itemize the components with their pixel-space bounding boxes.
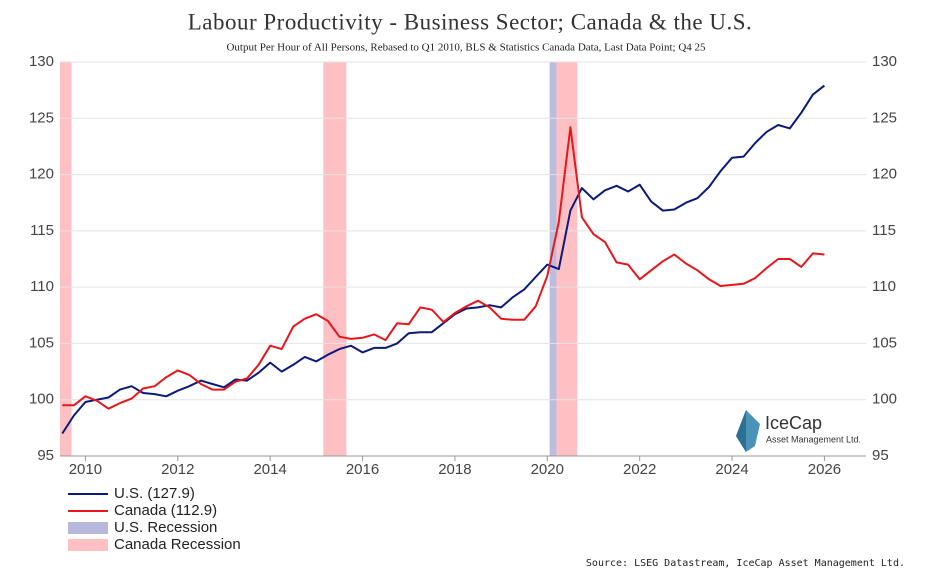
- x-tick-label: 2022: [623, 461, 656, 478]
- series-line: [61, 84, 826, 435]
- x-tick-label: 2024: [715, 461, 748, 478]
- y2-tick-label: 120: [872, 166, 897, 183]
- recession-band: [60, 62, 72, 456]
- x-tick-label: 2016: [346, 461, 379, 478]
- x-tick-label: 2010: [69, 461, 102, 478]
- series-line: [62, 126, 825, 410]
- x-tick-label: 2020: [531, 461, 564, 478]
- y-tick-label: 115: [30, 222, 54, 239]
- legend-label: U.S. Recession: [114, 519, 217, 536]
- legend-label: Canada (112.9): [114, 502, 217, 519]
- y-tick-label: 130: [29, 53, 54, 70]
- x-tick-label: 2012: [161, 461, 194, 478]
- recession-band: [323, 62, 347, 456]
- y-tick-label: 110: [30, 278, 54, 295]
- y-tick-label: 95: [37, 447, 54, 464]
- plot: [60, 61, 866, 461]
- y2-tick-label: 105: [872, 334, 897, 351]
- y2-tick-label: 110: [872, 278, 896, 295]
- y2-tick-label: 95: [872, 447, 889, 464]
- legend-label: Canada Recession: [114, 536, 241, 553]
- x-tick-label: 2026: [808, 461, 841, 478]
- legend-label: U.S. (127.9): [114, 485, 195, 502]
- y-tick-label: 100: [29, 391, 54, 408]
- logo-name: IceCap: [765, 413, 822, 433]
- y2-tick-label: 100: [872, 391, 897, 408]
- legend-swatch: [68, 522, 108, 534]
- logo-tagline: Asset Management Ltd.: [766, 434, 861, 444]
- logo-icon-shade: [736, 410, 746, 452]
- y2-tick-label: 115: [872, 222, 896, 239]
- source: Source: LSEG Datastream, IceCap Asset Ma…: [586, 558, 905, 569]
- y-tick-label: 120: [29, 166, 54, 183]
- y-tick-label: 105: [29, 334, 54, 351]
- y-tick-label: 125: [29, 109, 54, 126]
- x-tick-label: 2014: [253, 461, 286, 478]
- recession-band: [556, 62, 578, 456]
- logo: IceCap Asset Management Ltd.: [736, 410, 861, 452]
- chart-subtitle: Output Per Hour of All Persons, Rebased …: [226, 42, 706, 54]
- chart-title: Labour Productivity - Business Sector; C…: [188, 9, 753, 34]
- x-tick-label: 2018: [438, 461, 471, 478]
- y2-tick-label: 125: [872, 109, 897, 126]
- y2-tick-label: 130: [872, 53, 897, 70]
- legend-swatch: [68, 539, 108, 551]
- recession-band: [549, 62, 557, 456]
